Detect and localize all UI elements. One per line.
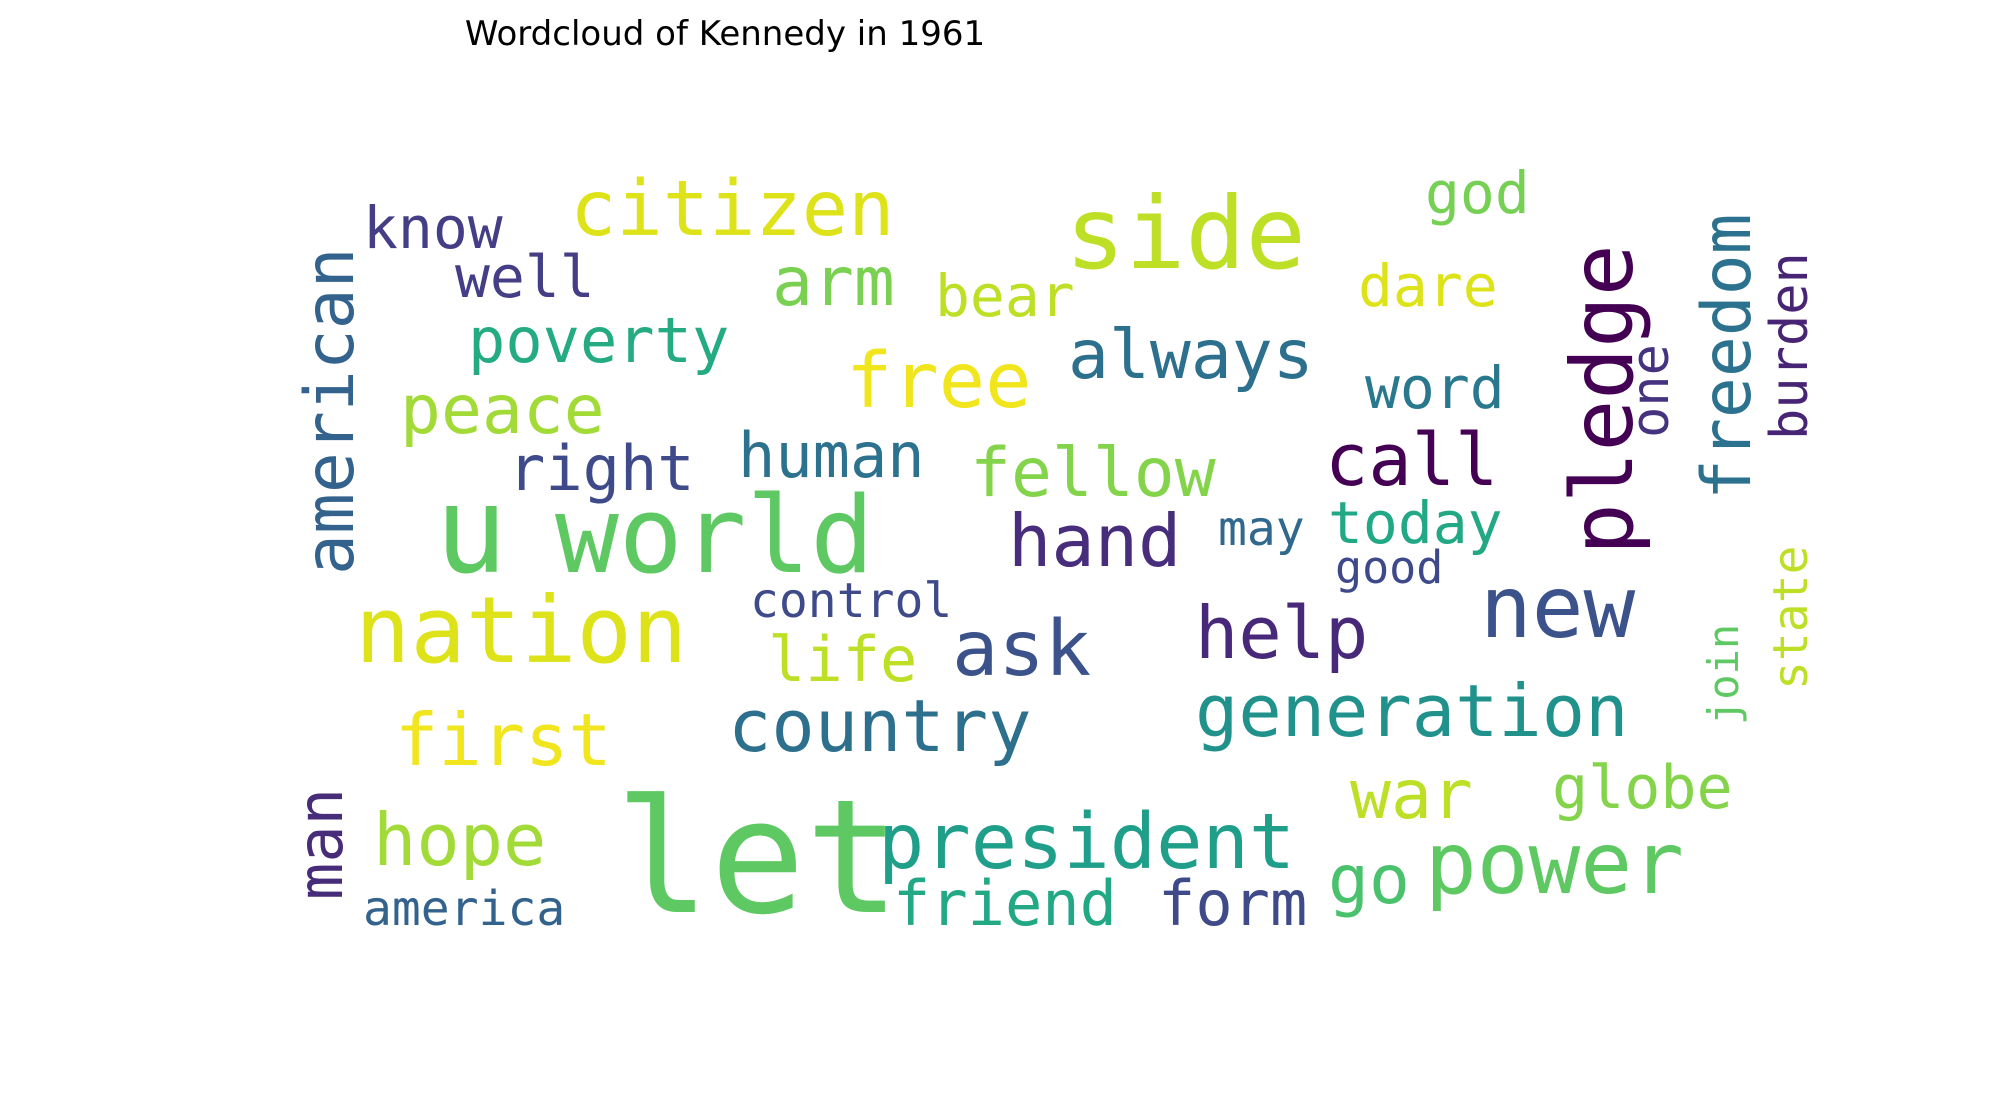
word-u: u — [435, 462, 507, 601]
word-globe: globe — [1552, 753, 1733, 823]
word-side: side — [1065, 175, 1306, 292]
word-war: war — [1350, 756, 1473, 835]
word-call: call — [1325, 418, 1498, 502]
word-form: form — [1158, 867, 1307, 940]
word-hope: hope — [373, 798, 546, 882]
word-generation: generation — [1195, 669, 1628, 753]
word-state: state — [1763, 546, 1819, 691]
word-citizen: citizen — [570, 165, 895, 254]
word-fellow: fellow — [970, 434, 1216, 513]
word-poverty: poverty — [468, 304, 729, 377]
word-let: let — [615, 766, 900, 950]
word-pledge: pledge — [1553, 244, 1653, 555]
word-know: know — [363, 194, 503, 262]
word-human: human — [738, 419, 925, 492]
word-man: man — [284, 788, 357, 900]
word-ask: ask — [952, 605, 1091, 694]
word-may: may — [1218, 501, 1305, 557]
word-free: free — [846, 337, 1031, 426]
word-right: right — [508, 432, 695, 505]
word-go: go — [1328, 841, 1410, 920]
word-american: american — [291, 247, 370, 575]
word-control: control — [750, 573, 952, 629]
word-good: good — [1335, 541, 1443, 594]
word-god: god — [1425, 159, 1530, 227]
word-peace: peace — [400, 371, 605, 450]
word-president: president — [878, 798, 1295, 887]
word-hand: hand — [1008, 499, 1181, 583]
word-life: life — [768, 623, 917, 696]
word-freedom: freedom — [1688, 213, 1767, 500]
word-join: join — [1699, 624, 1748, 725]
word-word: word — [1365, 354, 1505, 422]
word-today: today — [1328, 489, 1503, 557]
word-nation: nation — [355, 577, 687, 684]
word-dare: dare — [1358, 252, 1498, 320]
word-always: always — [1068, 316, 1314, 395]
word-help: help — [1195, 591, 1368, 675]
word-new: new — [1480, 558, 1636, 658]
word-friend: friend — [893, 867, 1117, 940]
word-power: power — [1425, 814, 1684, 914]
word-country: country — [728, 684, 1031, 768]
word-bear: bear — [935, 262, 1075, 330]
word-america: america — [363, 881, 565, 937]
chart-title: Wordcloud of Kennedy in 1961 — [464, 14, 986, 54]
word-well: well — [455, 243, 595, 311]
word-first: first — [395, 698, 612, 782]
word-one: one — [1621, 344, 1681, 438]
word-arm: arm — [772, 243, 895, 322]
word-burden: burden — [1760, 252, 1820, 440]
word-world: world — [555, 474, 874, 597]
